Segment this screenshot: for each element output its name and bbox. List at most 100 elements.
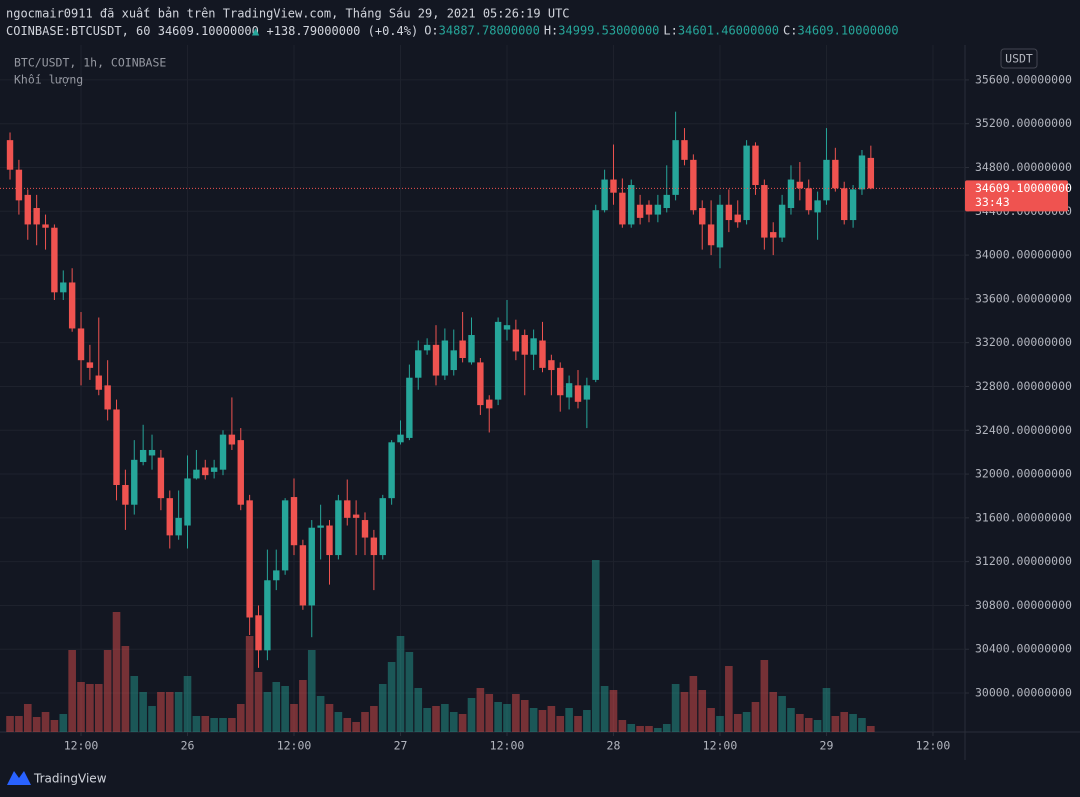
volume-bar <box>698 690 707 732</box>
volume-bar <box>334 712 343 732</box>
candle-body <box>228 434 236 445</box>
candle-body <box>308 527 315 606</box>
candle-body <box>574 385 582 402</box>
volume-bar <box>254 672 263 732</box>
currency-badge[interactable] <box>1000 48 1038 69</box>
y-tick-label: 31200.00000000 <box>975 554 1072 568</box>
candle-body <box>734 214 741 223</box>
change-pct: (+0.4%) <box>368 24 419 38</box>
ohlc-key: H: <box>544 24 558 38</box>
volume-bar <box>263 692 272 732</box>
candle-body <box>787 179 795 209</box>
volume-bar <box>449 712 458 732</box>
volume-bar <box>556 716 565 732</box>
ohlc-value: 34999.53000000 <box>558 24 659 38</box>
volume-bar <box>174 692 183 732</box>
candle-body <box>663 194 670 209</box>
candle-body <box>636 204 644 218</box>
volume-bar <box>370 706 378 732</box>
volume-bar <box>689 676 698 732</box>
volume-bar <box>520 700 529 732</box>
volume-bar <box>849 714 857 732</box>
candle-body <box>521 335 528 355</box>
volume-bar <box>538 710 547 732</box>
volume-bar <box>476 688 485 732</box>
candle-body <box>157 457 165 499</box>
candle-body <box>592 210 599 380</box>
volume-bar <box>201 716 210 732</box>
candle-body <box>743 145 750 221</box>
volume-bar <box>378 684 387 732</box>
x-tick-label: 12:00 <box>277 739 312 753</box>
volume-bar <box>574 716 582 732</box>
volume-bar <box>68 650 76 732</box>
x-tick-label: 26 <box>181 739 195 753</box>
candle-body <box>530 338 537 355</box>
volume-bar <box>583 710 591 732</box>
volume-bar <box>733 714 742 732</box>
volume-bar <box>645 726 653 732</box>
candle-body <box>823 159 830 201</box>
candle-body <box>690 159 697 211</box>
candle-body <box>264 580 271 651</box>
candle-body <box>423 344 431 351</box>
volume-bar <box>707 708 715 732</box>
candles <box>6 111 875 668</box>
y-tick-label: 32000.00000000 <box>975 467 1072 481</box>
y-tick-label: 30800.00000000 <box>975 598 1072 612</box>
brand: TradingView <box>33 772 107 786</box>
volume-bar <box>662 724 671 732</box>
candle-body <box>202 467 209 476</box>
candle-body <box>477 362 484 406</box>
volume-bar <box>77 682 85 732</box>
candle-body <box>317 525 324 528</box>
y-tick-label: 30000.00000000 <box>975 686 1072 700</box>
candle-body <box>139 449 147 463</box>
candle-body <box>68 282 76 329</box>
candle-body <box>654 204 662 215</box>
candle-body <box>583 385 591 400</box>
x-tick-label: 12:00 <box>64 739 99 753</box>
candle-body <box>450 350 457 371</box>
volume-bar <box>228 718 236 732</box>
y-tick-label: 32400.00000000 <box>975 423 1072 437</box>
candle-body <box>361 520 369 538</box>
candle-body <box>548 360 555 371</box>
volume-bar <box>325 704 334 732</box>
volume-bar <box>609 690 618 732</box>
brand-icon <box>7 771 31 785</box>
ohlc-key: O: <box>424 24 438 38</box>
x-tick-label: 12:00 <box>490 739 525 753</box>
volume-bar <box>352 722 360 732</box>
candle-body <box>832 159 839 189</box>
volume-bar <box>867 726 875 732</box>
volume-bar <box>769 692 778 732</box>
volume-bar <box>636 726 644 732</box>
volume-bar <box>86 684 94 732</box>
y-tick-label: 35600.00000000 <box>975 72 1072 86</box>
ohlc-value: 34887.78000000 <box>439 24 540 38</box>
candle-body <box>193 469 200 479</box>
volume-bar <box>760 660 769 732</box>
candle-body <box>601 179 608 211</box>
candle-body <box>725 204 733 221</box>
volume-bar <box>813 720 822 732</box>
candle-body <box>299 545 307 606</box>
volume-bar <box>654 728 662 732</box>
volume-bar <box>716 716 724 732</box>
volume-bar <box>50 720 59 732</box>
volume-bar <box>742 712 751 732</box>
candle-body <box>814 200 821 213</box>
axes: 30000.00000000 30400.00000000 30800.000000… <box>0 72 1072 753</box>
candle-body <box>415 350 422 378</box>
candle-body <box>77 328 85 361</box>
volume-bar <box>680 692 689 732</box>
countdown: 33:43 <box>975 195 1010 209</box>
volume-bar <box>671 684 680 732</box>
last: 34609.10000000 <box>158 24 259 38</box>
candle-body <box>628 185 635 225</box>
candle-body <box>805 188 812 211</box>
candle-body <box>60 282 67 293</box>
